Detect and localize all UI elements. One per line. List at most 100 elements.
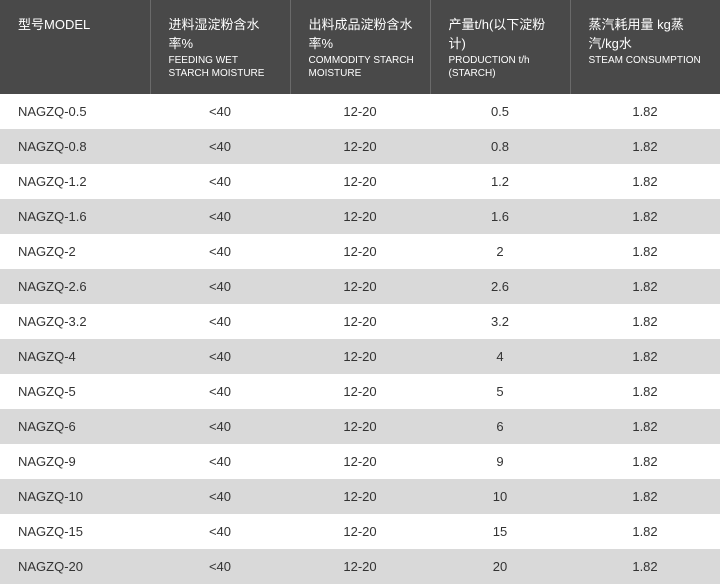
table-cell: <40 bbox=[150, 444, 290, 479]
table-cell: 12-20 bbox=[290, 339, 430, 374]
header-main: 型号MODEL bbox=[18, 14, 140, 33]
table-cell: 1.82 bbox=[570, 164, 720, 199]
table-cell: 12-20 bbox=[290, 234, 430, 269]
table-cell: <40 bbox=[150, 129, 290, 164]
table-row: NAGZQ-15<4012-20151.82 bbox=[0, 514, 720, 549]
table-cell: 12-20 bbox=[290, 199, 430, 234]
header-production: 产量t/h(以下淀粉计) PRODUCTION t/h (STARCH) bbox=[430, 0, 570, 94]
header-sub: FEEDING WET STARCH MOISTURE bbox=[169, 54, 280, 80]
table-cell: NAGZQ-0.8 bbox=[0, 129, 150, 164]
table-cell: NAGZQ-2 bbox=[0, 234, 150, 269]
table-row: NAGZQ-9<4012-2091.82 bbox=[0, 444, 720, 479]
table-row: NAGZQ-0.8<4012-200.81.82 bbox=[0, 129, 720, 164]
table-cell: NAGZQ-5 bbox=[0, 374, 150, 409]
table-cell: 12-20 bbox=[290, 164, 430, 199]
header-sub: PRODUCTION t/h (STARCH) bbox=[449, 54, 560, 80]
table-cell: 12-20 bbox=[290, 269, 430, 304]
table-cell: NAGZQ-1.2 bbox=[0, 164, 150, 199]
table-cell: 0.8 bbox=[430, 129, 570, 164]
table-cell: NAGZQ-10 bbox=[0, 479, 150, 514]
table-cell: <40 bbox=[150, 304, 290, 339]
header-commodity: 出料成品淀粉含水率% COMMODITY STARCH MOISTURE bbox=[290, 0, 430, 94]
table-cell: 12-20 bbox=[290, 129, 430, 164]
table-cell: <40 bbox=[150, 339, 290, 374]
table-cell: 2 bbox=[430, 234, 570, 269]
header-sub: COMMODITY STARCH MOISTURE bbox=[309, 54, 420, 80]
header-model: 型号MODEL bbox=[0, 0, 150, 94]
table-cell: 10 bbox=[430, 479, 570, 514]
table-header: 型号MODEL 进料湿淀粉含水率% FEEDING WET STARCH MOI… bbox=[0, 0, 720, 94]
header-sub: STEAM CONSUMPTION bbox=[589, 54, 711, 67]
table-cell: 12-20 bbox=[290, 479, 430, 514]
table-cell: NAGZQ-1.6 bbox=[0, 199, 150, 234]
table-cell: 1.82 bbox=[570, 94, 720, 129]
header-main: 出料成品淀粉含水率% bbox=[309, 14, 420, 52]
table-row: NAGZQ-6<4012-2061.82 bbox=[0, 409, 720, 444]
table-cell: 12-20 bbox=[290, 304, 430, 339]
table-cell: NAGZQ-4 bbox=[0, 339, 150, 374]
table-cell: 9 bbox=[430, 444, 570, 479]
table-cell: NAGZQ-0.5 bbox=[0, 94, 150, 129]
table-row: NAGZQ-3.2<4012-203.21.82 bbox=[0, 304, 720, 339]
table-cell: 20 bbox=[430, 549, 570, 584]
table-cell: 1.2 bbox=[430, 164, 570, 199]
table-cell: <40 bbox=[150, 94, 290, 129]
table-cell: 1.82 bbox=[570, 129, 720, 164]
table-row: NAGZQ-5<4012-2051.82 bbox=[0, 374, 720, 409]
table-row: NAGZQ-0.5<4012-200.51.82 bbox=[0, 94, 720, 129]
table-row: NAGZQ-4<4012-2041.82 bbox=[0, 339, 720, 374]
table-cell: 12-20 bbox=[290, 444, 430, 479]
table-cell: 1.82 bbox=[570, 339, 720, 374]
table-cell: 3.2 bbox=[430, 304, 570, 339]
table-cell: 1.82 bbox=[570, 269, 720, 304]
table-cell: 1.82 bbox=[570, 549, 720, 584]
table-cell: 5 bbox=[430, 374, 570, 409]
table-body: NAGZQ-0.5<4012-200.51.82NAGZQ-0.8<4012-2… bbox=[0, 94, 720, 584]
table-row: NAGZQ-2<4012-2021.82 bbox=[0, 234, 720, 269]
header-steam: 蒸汽耗用量 kg蒸汽/kg水 STEAM CONSUMPTION bbox=[570, 0, 720, 94]
table-cell: 1.82 bbox=[570, 199, 720, 234]
header-main: 产量t/h(以下淀粉计) bbox=[449, 14, 560, 52]
table-row: NAGZQ-2.6<4012-202.61.82 bbox=[0, 269, 720, 304]
table-cell: <40 bbox=[150, 479, 290, 514]
table-cell: 2.6 bbox=[430, 269, 570, 304]
table-row: NAGZQ-10<4012-20101.82 bbox=[0, 479, 720, 514]
table-cell: 1.82 bbox=[570, 409, 720, 444]
table-cell: 4 bbox=[430, 339, 570, 374]
table-cell: NAGZQ-20 bbox=[0, 549, 150, 584]
table-cell: <40 bbox=[150, 164, 290, 199]
table-cell: NAGZQ-9 bbox=[0, 444, 150, 479]
table-cell: 1.82 bbox=[570, 304, 720, 339]
table-cell: 1.6 bbox=[430, 199, 570, 234]
table-cell: NAGZQ-3.2 bbox=[0, 304, 150, 339]
spec-table: 型号MODEL 进料湿淀粉含水率% FEEDING WET STARCH MOI… bbox=[0, 0, 720, 584]
table-cell: 1.82 bbox=[570, 234, 720, 269]
table-row: NAGZQ-1.2<4012-201.21.82 bbox=[0, 164, 720, 199]
table-cell: 12-20 bbox=[290, 409, 430, 444]
table-cell: NAGZQ-6 bbox=[0, 409, 150, 444]
table-cell: <40 bbox=[150, 199, 290, 234]
table-cell: 12-20 bbox=[290, 514, 430, 549]
table-cell: 12-20 bbox=[290, 374, 430, 409]
table-cell: 1.82 bbox=[570, 444, 720, 479]
table-row: NAGZQ-1.6<4012-201.61.82 bbox=[0, 199, 720, 234]
table-cell: <40 bbox=[150, 409, 290, 444]
table-cell: <40 bbox=[150, 234, 290, 269]
table-cell: 6 bbox=[430, 409, 570, 444]
table-row: NAGZQ-20<4012-20201.82 bbox=[0, 549, 720, 584]
table-cell: <40 bbox=[150, 269, 290, 304]
header-main: 进料湿淀粉含水率% bbox=[169, 14, 280, 52]
table-cell: <40 bbox=[150, 514, 290, 549]
table-cell: 0.5 bbox=[430, 94, 570, 129]
table-cell: <40 bbox=[150, 549, 290, 584]
table-cell: 12-20 bbox=[290, 549, 430, 584]
table-cell: 1.82 bbox=[570, 374, 720, 409]
table-cell: <40 bbox=[150, 374, 290, 409]
header-main: 蒸汽耗用量 kg蒸汽/kg水 bbox=[589, 14, 711, 52]
table-cell: 15 bbox=[430, 514, 570, 549]
table-cell: 1.82 bbox=[570, 514, 720, 549]
header-feeding: 进料湿淀粉含水率% FEEDING WET STARCH MOISTURE bbox=[150, 0, 290, 94]
table-cell: NAGZQ-15 bbox=[0, 514, 150, 549]
table-cell: 12-20 bbox=[290, 94, 430, 129]
table-cell: NAGZQ-2.6 bbox=[0, 269, 150, 304]
